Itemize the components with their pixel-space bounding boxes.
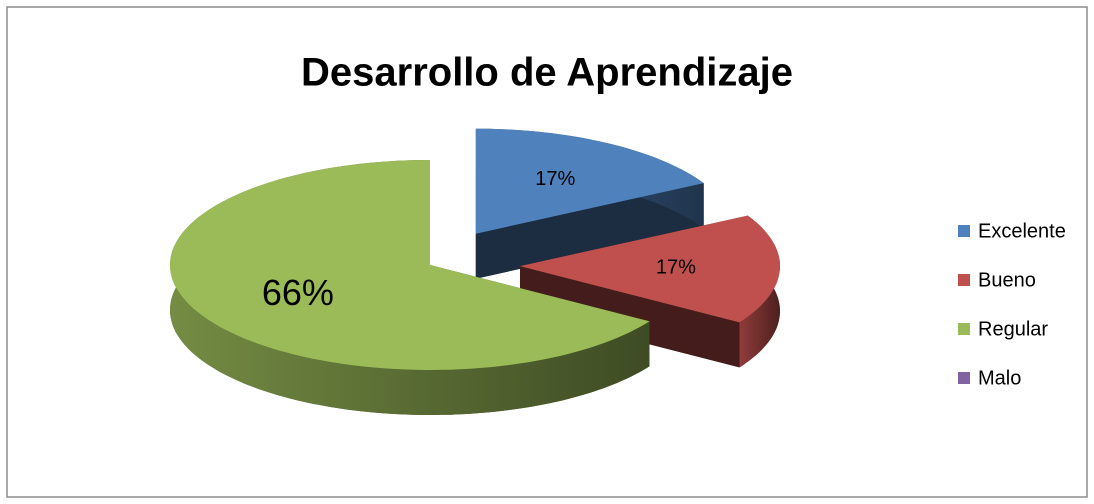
slice-side xyxy=(475,183,704,279)
legend-label: Excelente xyxy=(978,220,1066,242)
slice xyxy=(170,160,650,370)
legend-swatch xyxy=(958,225,970,237)
legend-label: Regular xyxy=(978,318,1048,340)
data-label: 17% xyxy=(535,168,575,190)
legend-swatch xyxy=(958,274,970,286)
legend-swatch xyxy=(958,323,970,335)
legend-swatch xyxy=(958,372,970,384)
slice xyxy=(520,215,780,323)
slice-tops xyxy=(170,128,780,370)
legend-label: Malo xyxy=(978,367,1021,389)
slice xyxy=(475,128,704,234)
data-label: 66% xyxy=(262,272,334,313)
chart-title: Desarrollo de Aprendizaje xyxy=(301,51,793,95)
data-label: 17% xyxy=(656,256,696,278)
legend-label: Bueno xyxy=(978,269,1036,291)
